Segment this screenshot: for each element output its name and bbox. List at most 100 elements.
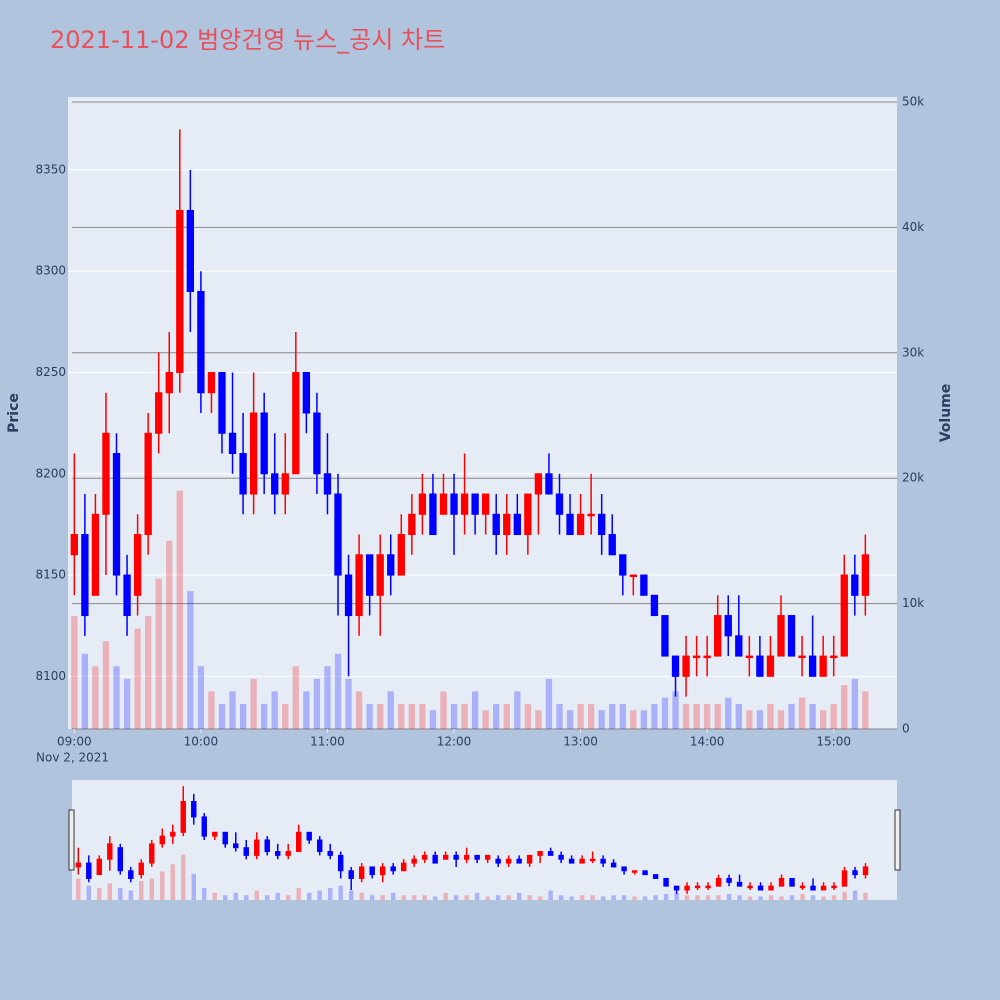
rangeslider-candle-body (348, 870, 354, 879)
rangeslider-candle-body (316, 839, 323, 853)
rangeslider-candle-body (495, 858, 501, 864)
rangeslider-candle-body (747, 885, 753, 889)
rangeslider-candle-body (296, 831, 302, 853)
candle-body (735, 635, 743, 657)
rangeslider-candle-body (547, 851, 554, 856)
candle-body (766, 655, 775, 677)
y-tick-label: 8150 (35, 568, 66, 582)
rangeslider-candle-body (180, 801, 186, 833)
rangeslider-volume-bar (779, 896, 784, 900)
rangeslider-volume-bar (296, 888, 301, 900)
rangeslider-candle-body (862, 866, 869, 876)
rangeslider-volume-bar (432, 896, 438, 900)
rangeslider-volume-bar (348, 890, 354, 900)
rangeslider-volume-bar (632, 896, 637, 900)
rangeslider-handle[interactable] (68, 809, 75, 871)
rangeslider-volume-bar (726, 894, 732, 900)
rangeslider-volume-bar (160, 871, 165, 900)
rangeslider-volume-bar (453, 895, 459, 900)
candle-body (798, 655, 806, 659)
volume-bar (798, 697, 806, 729)
rangeslider-candle-body (537, 851, 543, 856)
candle-body (408, 513, 416, 536)
candle-body (714, 615, 722, 657)
rangeslider-candle-body (736, 881, 743, 887)
rangeslider-volume-bar (537, 896, 543, 900)
y2-tick-label: 20k (902, 471, 924, 485)
rangeslider-candle-body (285, 851, 291, 856)
volume-bar (282, 703, 289, 729)
rangeslider-volume-bar (139, 880, 144, 900)
candle-body (439, 493, 448, 515)
rangeslider-candle-body (212, 831, 218, 837)
candle-body (112, 453, 121, 576)
x-date-label: Nov 2, 2021 (36, 751, 109, 765)
rangeslider-volume-bar (684, 895, 690, 900)
rangeslider-volume-bar (191, 873, 196, 900)
rangeslider-handle[interactable] (894, 809, 901, 871)
candle-body (545, 473, 553, 495)
rangeslider-candle-body (390, 866, 396, 872)
volume-bar (408, 703, 415, 729)
rangeslider-volume-bar (306, 892, 312, 900)
volume-bar (577, 703, 584, 729)
candle-body (334, 493, 342, 576)
candle-body (313, 412, 321, 475)
rangeslider-volume-bar (443, 892, 448, 900)
rangeslider-volume-bar (842, 891, 847, 900)
volume-bar (830, 703, 837, 729)
candle-body (830, 655, 838, 659)
volume-bar (651, 703, 658, 729)
rangeslider-candle-body (138, 862, 144, 876)
volume-bar (619, 703, 626, 729)
y2-tick-label: 0 (902, 722, 910, 736)
volume-bar (440, 691, 447, 729)
rangeslider-candle-body (243, 847, 249, 856)
candle-body (281, 473, 289, 495)
candle-body (692, 655, 701, 659)
candle-body (482, 493, 490, 515)
candle-body (682, 655, 690, 677)
rangeslider-volume-bar (611, 895, 616, 900)
rangeslider-candle-body (526, 854, 533, 864)
candle-body (787, 615, 796, 657)
rangeslider-candle-body (306, 831, 312, 841)
volume-bar (703, 703, 711, 729)
candle-body (344, 574, 353, 617)
candle-body (91, 513, 100, 596)
volume-bar (144, 616, 152, 729)
chart-title: 2021-11-02 범양건영 뉴스_공시 차트 (50, 26, 445, 54)
volume-bar (471, 691, 479, 729)
rangeslider-candle-body (421, 854, 428, 860)
volume-bar (313, 678, 321, 729)
rangeslider-volume-bar (244, 895, 249, 900)
volume-bar (820, 710, 827, 729)
rangeslider-candle-body (264, 839, 270, 853)
volume-bar (197, 666, 205, 729)
rangeslider-volume-bar (653, 895, 658, 900)
candle-body (271, 473, 279, 495)
rangeslider-volume-bar (821, 896, 826, 900)
volume-bar (746, 710, 753, 729)
candle-body (302, 371, 311, 414)
y2-tick-label: 40k (902, 220, 924, 234)
rangeslider-candle-body (841, 870, 848, 887)
volume-bar (450, 703, 458, 729)
rangeslider-volume-bar (380, 895, 385, 900)
rangeslider-volume-bar (642, 896, 648, 900)
rangeslider-candle-body (694, 885, 701, 889)
rangeslider-volume-bar (663, 894, 669, 900)
candle-body (534, 473, 543, 495)
candle-body (566, 513, 574, 536)
rangeslider-volume-bar (401, 895, 406, 900)
volume-bar (250, 678, 257, 729)
rangeslider-volume-bar (464, 895, 469, 900)
volume-bar (92, 666, 99, 729)
rangeslider-candle-body (463, 854, 470, 860)
x-tick-label: 11:00 (310, 735, 345, 749)
rangeslider-candle-body (642, 870, 648, 876)
rangeslider-volume-bar (579, 895, 585, 900)
candle-body (471, 493, 479, 515)
volume-bar (535, 710, 542, 729)
candle-body (756, 655, 764, 677)
